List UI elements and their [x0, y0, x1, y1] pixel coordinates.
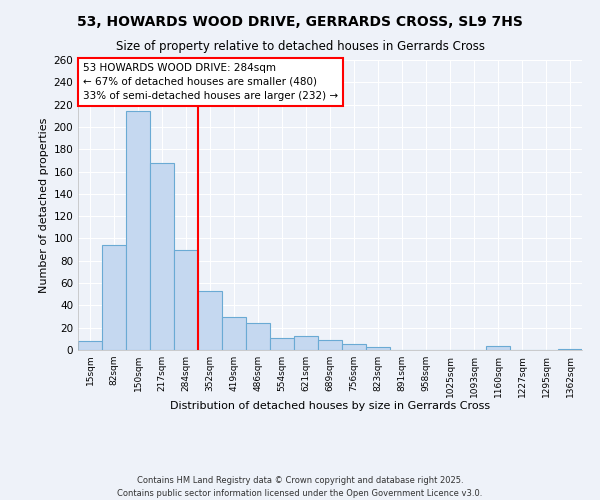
Text: Contains HM Land Registry data © Crown copyright and database right 2025.
Contai: Contains HM Land Registry data © Crown c… [118, 476, 482, 498]
Bar [78, 341, 102, 350]
Bar [270, 338, 294, 350]
Bar [342, 344, 366, 350]
Bar [102, 245, 126, 350]
Bar [558, 349, 582, 350]
Bar [198, 291, 222, 350]
Bar [486, 346, 510, 350]
Bar [150, 162, 174, 350]
Y-axis label: Number of detached properties: Number of detached properties [39, 118, 49, 292]
Bar [366, 346, 390, 350]
Bar [294, 336, 318, 350]
Text: Size of property relative to detached houses in Gerrards Cross: Size of property relative to detached ho… [115, 40, 485, 53]
Text: 53 HOWARDS WOOD DRIVE: 284sqm
← 67% of detached houses are smaller (480)
33% of : 53 HOWARDS WOOD DRIVE: 284sqm ← 67% of d… [83, 63, 338, 101]
Bar [318, 340, 342, 350]
Bar [222, 316, 246, 350]
X-axis label: Distribution of detached houses by size in Gerrards Cross: Distribution of detached houses by size … [170, 401, 490, 411]
Bar [126, 112, 150, 350]
Text: 53, HOWARDS WOOD DRIVE, GERRARDS CROSS, SL9 7HS: 53, HOWARDS WOOD DRIVE, GERRARDS CROSS, … [77, 15, 523, 29]
Bar [246, 323, 270, 350]
Bar [174, 250, 198, 350]
